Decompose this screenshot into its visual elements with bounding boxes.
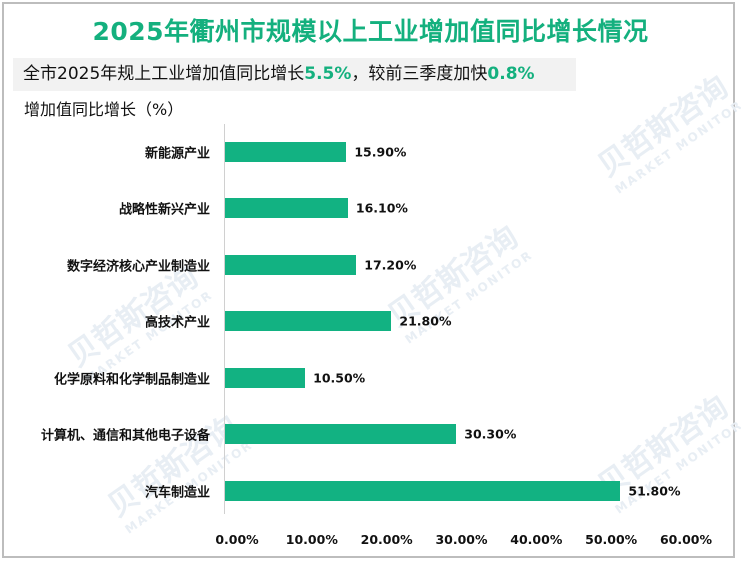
data-bar (225, 368, 306, 388)
chart-title: 2025年衢州市规模以上工业增加值同比增长情况 (92, 17, 649, 46)
x-tick-label: 50.00% (585, 532, 638, 547)
chart-frame (2, 2, 735, 558)
x-tick-label: 20.00% (360, 532, 413, 547)
x-tick-label: 0.00% (215, 532, 259, 547)
category-axis-line (224, 124, 225, 514)
data-bar (225, 142, 347, 162)
category-label: 高技术产业 (144, 315, 210, 331)
data-bar (225, 481, 621, 501)
data-bar (225, 198, 348, 218)
summary-growth-value: 5.5% (304, 64, 352, 84)
category-label: 数字经济核心产业制造业 (66, 259, 210, 275)
summary-banner: 全市2025年规上工业增加值同比增长5.5%，较前三季度加快0.8% (13, 58, 576, 91)
data-bar (225, 424, 457, 444)
data-label: 15.90% (354, 144, 407, 160)
x-tick-label: 40.00% (510, 532, 563, 547)
category-label: 汽车制造业 (144, 485, 210, 501)
summary-acceleration-value: 0.8% (487, 64, 535, 84)
category-label: 计算机、通信和其他电子设备 (40, 428, 210, 444)
data-label: 10.50% (313, 370, 366, 386)
x-tick-label: 10.00% (285, 532, 338, 547)
data-label: 16.10% (355, 200, 408, 216)
data-label: 21.80% (399, 313, 452, 329)
axis-title: 增加值同比增长（%） (24, 100, 184, 119)
category-label: 战略性新兴产业 (118, 202, 210, 218)
data-label: 30.30% (464, 426, 517, 442)
summary-middle: ，较前三季度加快 (351, 64, 488, 84)
summary-prefix: 全市2025年规上工业增加值同比增长 (23, 64, 305, 84)
x-tick-label: 30.00% (435, 532, 488, 547)
category-label: 新能源产业 (144, 146, 210, 162)
category-label: 化学原料和化学制品制造业 (53, 372, 210, 388)
data-label: 17.20% (364, 257, 417, 273)
data-bar (225, 311, 392, 331)
data-label: 51.80% (628, 483, 681, 499)
x-tick-label: 60.00% (659, 532, 713, 547)
data-bar (225, 255, 357, 275)
